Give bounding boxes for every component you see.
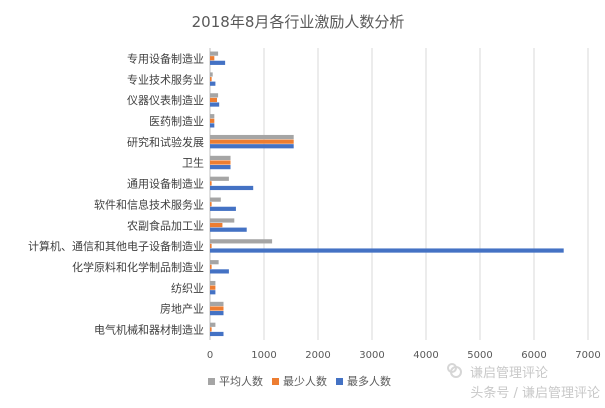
bar: [210, 118, 215, 123]
watermark: 谦启管理评论 头条号 / 谦启管理评论: [447, 363, 600, 401]
bar: [210, 290, 216, 295]
bar: [210, 331, 224, 337]
bar: [210, 327, 212, 332]
category-label: 仪器仪表制造业: [127, 93, 204, 107]
category-label: 化学原料和化学制品制造业: [72, 260, 204, 274]
bar: [210, 181, 212, 186]
bar: [210, 222, 223, 228]
bar: [210, 202, 212, 207]
x-tick-label: 2000: [305, 350, 330, 361]
x-tick-label: 4000: [413, 350, 438, 361]
legend-label: 最多人数: [347, 374, 391, 388]
bars: [210, 51, 564, 337]
bar: [210, 160, 231, 165]
legend-label: 平均人数: [219, 375, 263, 388]
x-tick-labels: 0 1000 2000 3000 4000 5000 6000 7000: [207, 350, 601, 361]
category-label: 研究和试验发展: [127, 135, 204, 149]
bar: [210, 97, 218, 103]
bar: [210, 264, 212, 269]
bar: [210, 218, 235, 223]
watermark-logo: [447, 363, 462, 378]
gridlines: [209, 48, 589, 340]
bar: [210, 93, 219, 98]
category-labels: 专用设备制造业专业技术服务业仪器仪表制造业医药制造业研究和试验发展卫生通用设备制…: [28, 51, 204, 336]
category-label: 软件和信息技术服务业: [94, 197, 204, 211]
bar: [210, 114, 215, 119]
bar: [210, 301, 224, 307]
bar: [210, 60, 226, 65]
legend-swatch: [336, 378, 343, 385]
bar: [210, 176, 229, 181]
bar: [210, 102, 220, 107]
bar: [210, 322, 216, 327]
bar: [210, 139, 294, 144]
watermark-text: 头条号 / 谦启管理评论: [470, 385, 600, 401]
bar: [210, 185, 254, 191]
bar: [210, 165, 231, 170]
x-tick-label: 5000: [467, 350, 492, 361]
bar: [210, 76, 212, 82]
bar: [210, 197, 221, 202]
category-label: 纺织业: [171, 281, 204, 295]
bar: [210, 243, 212, 249]
category-label: 电气机械和器材制造业: [94, 323, 204, 337]
category-label: 计算机、通信和其他电子设备制造业: [28, 239, 204, 253]
x-tick-label: 0: [207, 350, 213, 361]
category-label: 专用设备制造业: [127, 51, 204, 65]
bar: [210, 72, 213, 77]
legend-label: 最少人数: [283, 375, 327, 388]
x-tick-label: 3000: [359, 350, 384, 361]
category-label: 房地产业: [160, 302, 204, 316]
bar: [210, 306, 224, 311]
bar: [210, 280, 216, 286]
bar: [210, 285, 216, 290]
legend-swatch: [208, 378, 215, 385]
category-label: 卫生: [182, 156, 204, 170]
x-tick-label: 7000: [575, 350, 600, 361]
bar: [210, 311, 224, 316]
bar: [210, 227, 247, 232]
legend-swatch: [272, 378, 279, 385]
bar: [210, 51, 219, 56]
bar: [210, 269, 229, 274]
bar: [210, 155, 231, 161]
bar: [210, 123, 215, 128]
watermark-brand: 谦启管理评论: [470, 366, 548, 381]
category-label: 专业技术服务业: [127, 72, 204, 86]
category-label: 医药制造业: [149, 114, 204, 128]
x-tick-label: 6000: [521, 350, 546, 361]
x-tick-label: 1000: [251, 350, 276, 361]
category-label: 通用设备制造业: [127, 177, 204, 191]
bar: [210, 56, 215, 61]
bar: [210, 144, 294, 149]
category-label: 农副食品加工业: [127, 218, 204, 232]
bar: [210, 260, 219, 265]
legend: 平均人数 最少人数 最多人数: [208, 374, 391, 388]
bar: [210, 239, 273, 244]
bar: [210, 206, 236, 211]
bar: [210, 134, 294, 140]
chart-title: 2018年8月各行业激励人数分析: [192, 13, 405, 31]
bar: [210, 81, 216, 86]
bar: [210, 248, 564, 253]
